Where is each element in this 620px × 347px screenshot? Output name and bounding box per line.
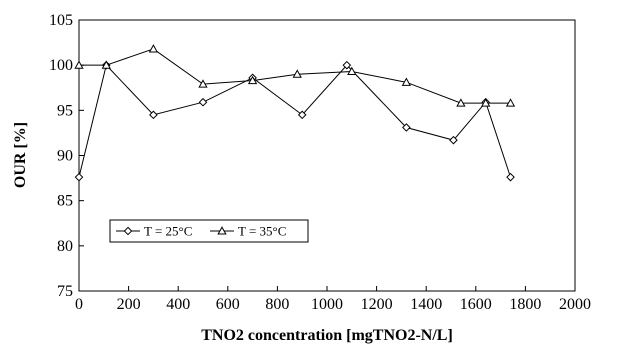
series-1-line <box>78 64 511 178</box>
series-1-point-10 <box>506 172 515 182</box>
x-tick-label-5: 1000 <box>311 296 343 313</box>
series-2-point-8 <box>456 98 466 107</box>
x-tick-label-6: 1200 <box>361 296 393 313</box>
series-1-point-5 <box>297 110 307 120</box>
legend-label-1: T = 25°C <box>144 224 192 239</box>
y-tick-label-6: 105 <box>49 12 73 29</box>
y-axis-title: OUR [%] <box>12 122 29 188</box>
x-tick-label-9: 1800 <box>509 296 541 313</box>
series-2-point-1 <box>101 60 111 69</box>
legend: T = 25°C T = 35°C <box>109 219 309 243</box>
series-1 <box>74 60 515 182</box>
series-2-point-0 <box>74 60 84 69</box>
series-1-point-2 <box>149 110 158 120</box>
x-tick-label-1: 200 <box>117 296 141 313</box>
x-tick-label-7: 1400 <box>410 296 442 313</box>
series-2-point-7 <box>401 77 412 86</box>
series-1-point-8 <box>449 135 458 145</box>
x-tick-label-8: 1600 <box>460 296 492 313</box>
legend-box <box>109 219 309 243</box>
legend-marker-1 <box>123 226 133 236</box>
series-1-point-7 <box>402 123 411 132</box>
y-tick-label-2: 85 <box>57 193 73 210</box>
y-tick-label-5: 100 <box>49 57 73 74</box>
y-tick-label-1: 80 <box>57 238 73 255</box>
legend-label-2: T = 35°C <box>238 224 286 239</box>
series-2-point-10 <box>505 98 516 107</box>
x-tick-label-10: 2000 <box>559 296 591 313</box>
series-1-point-0 <box>74 172 84 182</box>
plot-area <box>78 19 576 292</box>
series-2-point-3 <box>198 79 208 88</box>
x-tick-label-0: 0 <box>75 296 83 313</box>
series-1-point-6 <box>342 60 352 70</box>
series-2-point-5 <box>292 69 302 78</box>
series-2-point-2 <box>148 44 159 53</box>
x-tick-label-3: 600 <box>216 296 240 313</box>
series-2-point-6 <box>347 66 357 76</box>
y-tick-label-0: 75 <box>57 283 73 300</box>
y-axis: 75 80 85 90 95 100 105 <box>49 12 84 300</box>
series-2 <box>74 44 516 107</box>
x-axis-title: TNO2 concentration [mgTNO2-N/L] <box>201 327 453 344</box>
series-2-point-9 <box>481 98 491 107</box>
y-tick-label-3: 90 <box>57 148 73 165</box>
x-axis: 0 200 400 600 800 1000 1200 1400 1600 1800 2000 <box>75 286 591 313</box>
series-1-point-3 <box>198 97 208 107</box>
x-tick-label-4: 800 <box>265 296 289 313</box>
series-layer <box>74 44 516 182</box>
x-tick-label-2: 400 <box>166 296 190 313</box>
y-tick-label-4: 95 <box>57 102 73 119</box>
legend-marker-2 <box>217 226 227 235</box>
series-2-point-4 <box>247 75 258 85</box>
